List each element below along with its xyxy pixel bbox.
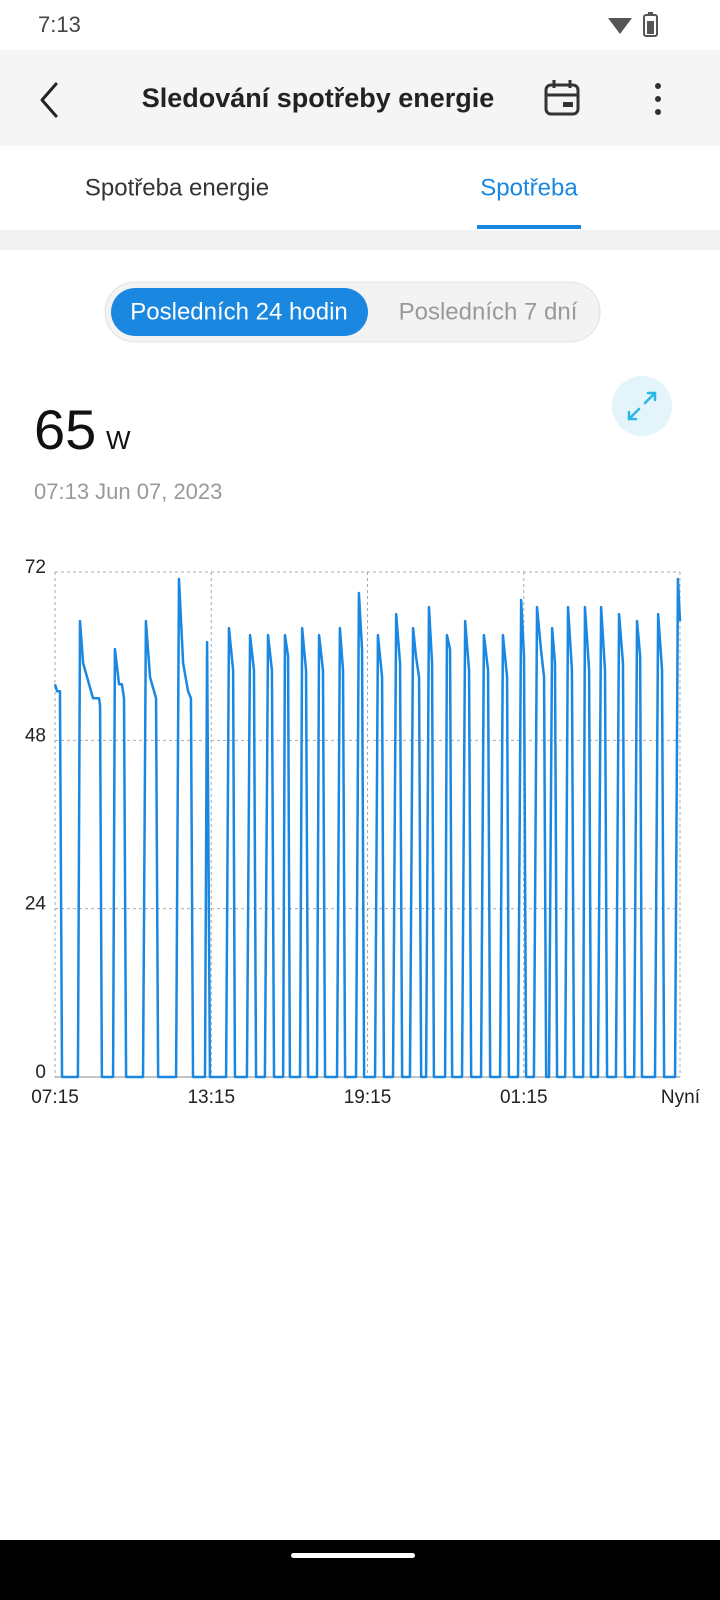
home-indicator[interactable] (291, 1553, 415, 1558)
battery-level (647, 21, 654, 34)
dot (655, 96, 661, 102)
reading-timestamp: 07:13 Jun 07, 2023 (34, 479, 222, 504)
data-line (53, 577, 682, 1079)
wifi-icon (608, 18, 632, 34)
expand-bg (612, 376, 672, 436)
range-option-selected[interactable] (111, 288, 368, 336)
x-tick-label: Nyní (661, 1087, 701, 1108)
reading-unit: W (106, 425, 131, 455)
x-tick-label: 07:15 (31, 1087, 79, 1108)
x-tick-label: 13:15 (187, 1087, 235, 1108)
range-option[interactable]: Posledních 7 dní (399, 298, 578, 325)
status-time: 7:13 (38, 12, 81, 37)
header-title: Sledování spotřeby energie (142, 83, 495, 113)
reading-value: 65 (34, 398, 96, 461)
dot (655, 83, 661, 89)
back-button[interactable] (40, 82, 58, 118)
y-tick-label: 48 (25, 725, 46, 746)
y-tick-label: 24 (25, 894, 47, 915)
expand-icon (627, 391, 657, 421)
x-tick-label: 01:15 (500, 1087, 548, 1108)
y-tick-label: 0 (35, 1062, 46, 1083)
battery-tip (648, 12, 653, 15)
tab-active[interactable]: Spotřeba (480, 174, 578, 201)
calendar-button[interactable] (544, 80, 580, 116)
tab[interactable]: Spotřeba energie (85, 174, 269, 201)
dot (655, 109, 661, 115)
calendar-icon-mark (563, 102, 573, 107)
nav-bar (0, 1540, 720, 1600)
calendar-icon (544, 83, 580, 116)
x-tick-label: 19:15 (344, 1087, 392, 1108)
chart: 0 24 48 72 07:15 13:15 19:15 01:15 Nyní (25, 557, 701, 1108)
more-button[interactable] (655, 83, 661, 115)
header-bar (0, 50, 720, 146)
range-label: Posledních 24 hodin (130, 298, 348, 325)
divider (0, 230, 720, 250)
expand-button[interactable] (612, 376, 672, 436)
tab-indicator (477, 225, 581, 229)
y-tick-label: 72 (25, 557, 46, 578)
